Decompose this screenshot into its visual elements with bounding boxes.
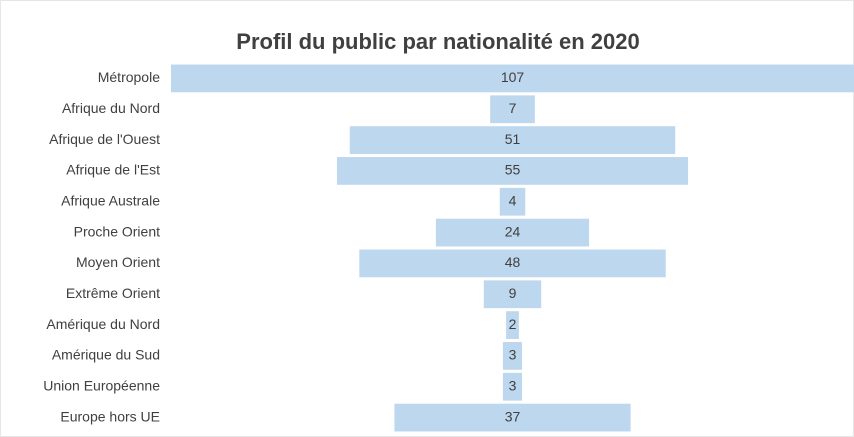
- data-label: 107: [501, 69, 525, 85]
- bar: [435, 218, 590, 247]
- category-label: Afrique de l'Est: [66, 162, 160, 178]
- bar: [490, 95, 535, 124]
- data-label: 24: [505, 223, 521, 239]
- data-label: 3: [509, 347, 517, 363]
- chart-title: Profil du public par nationalité en 2020: [236, 29, 639, 54]
- bar: [359, 249, 666, 278]
- data-label: 37: [505, 408, 521, 424]
- category-label: Afrique Australe: [61, 192, 160, 208]
- category-label: Afrique du Nord: [62, 100, 160, 116]
- data-label: 48: [505, 254, 521, 270]
- data-label: 4: [509, 192, 517, 208]
- category-label: Moyen Orient: [76, 254, 160, 270]
- bar: [336, 157, 689, 185]
- bar: [499, 187, 526, 216]
- bar: [506, 311, 519, 339]
- category-label: Europe hors UE: [60, 408, 160, 424]
- bar: [483, 280, 542, 309]
- data-label: 9: [509, 285, 517, 301]
- data-label: 2: [509, 316, 517, 332]
- category-label: Afrique de l'Ouest: [49, 131, 160, 147]
- bar: [349, 126, 676, 154]
- data-label: 55: [505, 162, 521, 178]
- category-label: Proche Orient: [74, 223, 160, 239]
- data-label: 3: [509, 377, 517, 393]
- bar: [502, 372, 523, 401]
- category-label: Amérique du Sud: [52, 347, 160, 363]
- data-label: 51: [505, 131, 521, 147]
- category-label: Extrême Orient: [66, 285, 160, 301]
- category-label: Métropole: [98, 69, 160, 85]
- bar: [394, 403, 631, 432]
- data-label: 7: [509, 100, 517, 116]
- category-label: Amérique du Nord: [46, 316, 160, 332]
- bar: [171, 64, 854, 93]
- category-label: Union Européenne: [43, 377, 160, 393]
- bar: [502, 342, 523, 370]
